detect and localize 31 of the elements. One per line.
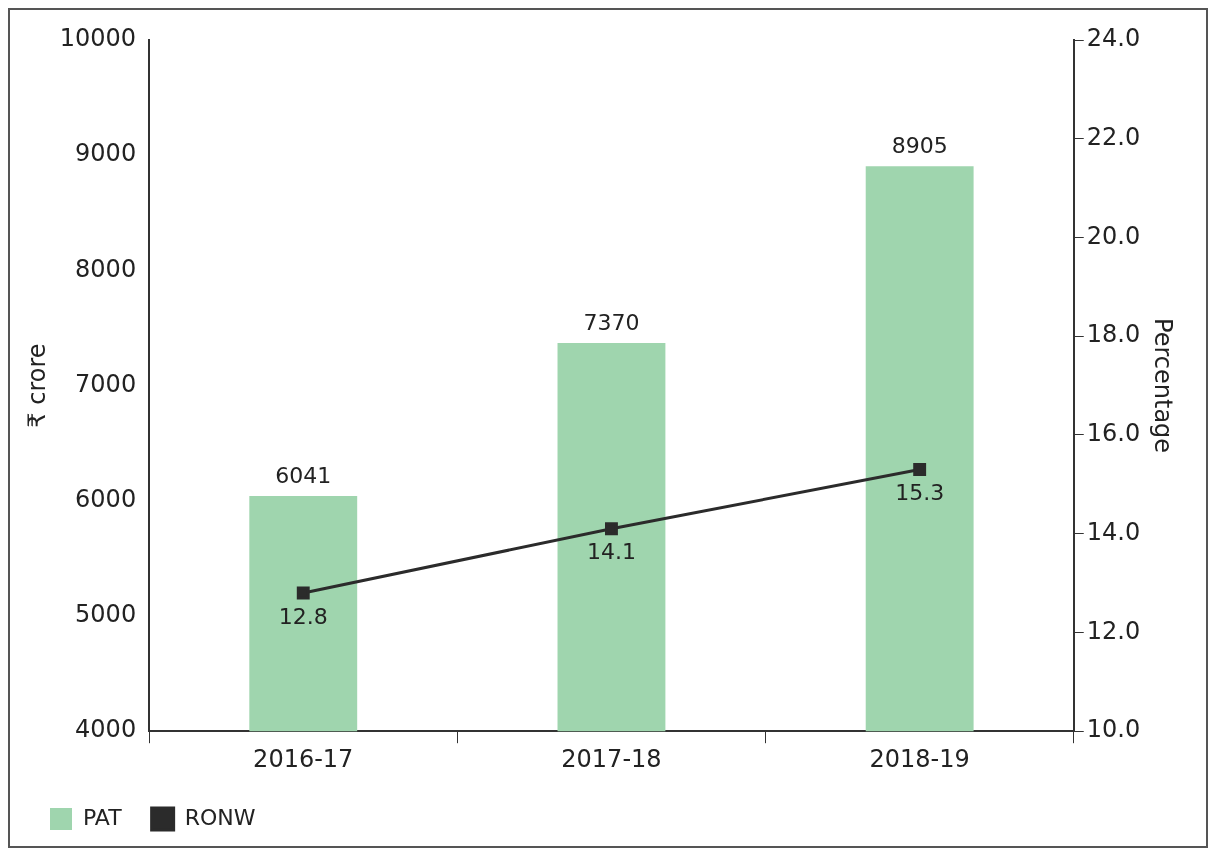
point: [913, 463, 927, 476]
y-tick-label: 6000: [75, 485, 137, 514]
legend-label: RONW: [184, 804, 256, 830]
legend-label: PAT: [83, 804, 123, 830]
point: [605, 522, 618, 536]
y2-tick-label: 22.0: [1086, 122, 1141, 151]
y2-tick-label: 10.0: [1086, 715, 1141, 744]
x-tick-label: 2017-18: [561, 744, 662, 773]
y-tick-label: 10000: [59, 24, 137, 53]
y2-tick-label: 24.0: [1086, 24, 1141, 53]
point: [296, 586, 310, 600]
y2-tick-label: 14.0: [1086, 517, 1141, 546]
x-tick-label: 2018-19: [869, 744, 970, 773]
data-label: 12.8: [278, 603, 328, 629]
x-tick-label: 2016-17: [253, 744, 354, 773]
y2-axis-title: Percentage: [1149, 318, 1178, 454]
data-label: 14.1: [586, 539, 636, 565]
y-axis-title: ₹ crore: [22, 343, 51, 428]
data-label: 7370: [583, 309, 640, 335]
data-label: 6041: [275, 462, 332, 488]
y2-tick-label: 16.0: [1086, 419, 1141, 448]
y-tick-label: 9000: [75, 139, 137, 168]
y2-tick-label: 12.0: [1086, 616, 1141, 645]
y2-tick-label: 18.0: [1086, 320, 1141, 349]
y-tick-label: 4000: [75, 715, 137, 744]
y-tick-label: 7000: [75, 369, 137, 398]
data-label: 15.3: [895, 480, 945, 506]
y-tick-label: 5000: [75, 600, 137, 629]
y2-tick-label: 20.0: [1086, 221, 1141, 250]
y-tick-label: 8000: [75, 254, 137, 283]
data-label: 8905: [891, 132, 948, 158]
